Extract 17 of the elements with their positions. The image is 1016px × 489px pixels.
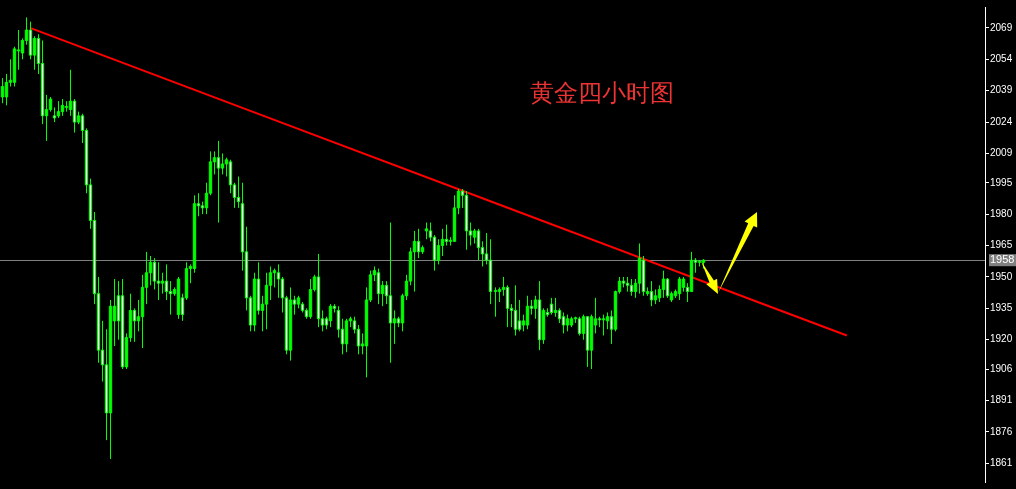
y-tick-label: 2024 (990, 115, 1013, 127)
y-tick-label: 1980 (990, 207, 1013, 219)
y-tick-label: 1965 (990, 239, 1013, 251)
y-tick-label: 2069 (990, 21, 1013, 33)
y-tick-label: 2009 (990, 147, 1013, 159)
y-tick-label: 2054 (990, 53, 1013, 65)
y-tick-label: 1891 (990, 394, 1013, 406)
y-tick-label: 1906 (990, 362, 1013, 374)
ref-line-label: 1958 (990, 253, 1015, 266)
text: 黄金四小时图 (530, 78, 674, 109)
y-tick-label: 1995 (990, 176, 1013, 188)
y-tick-label: 1876 (990, 425, 1013, 437)
y-tick-label: 1935 (990, 302, 1013, 314)
y-tick-label: 2039 (990, 84, 1013, 96)
y-tick-label: 1920 (990, 333, 1013, 345)
y-tick-label: 1861 (990, 456, 1013, 468)
y-tick-label: 1950 (990, 270, 1013, 282)
